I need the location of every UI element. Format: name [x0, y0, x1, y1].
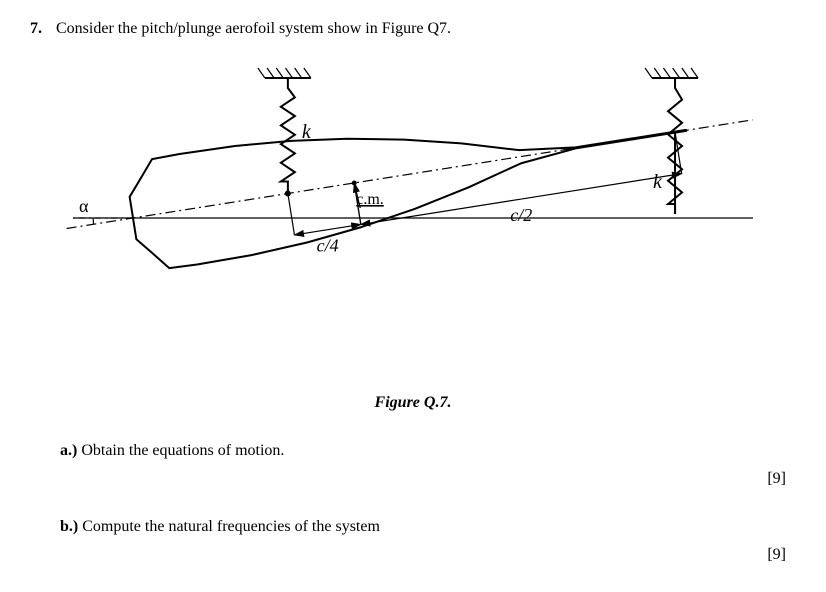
- svg-text:c/4: c/4: [317, 236, 339, 256]
- figure-q7: k k c.m. α c/4 c/2 Figure Q.7.: [30, 48, 796, 412]
- question-number: 7.: [30, 20, 42, 38]
- marks-b: [9]: [30, 546, 786, 564]
- subquestion-label: a.): [60, 442, 77, 459]
- subquestion-a: a.) Obtain the equations of motion.: [60, 442, 796, 460]
- svg-text:k: k: [653, 171, 663, 193]
- figure-caption: Figure Q.7.: [30, 394, 796, 412]
- subquestion-text: Obtain the equations of motion.: [81, 442, 284, 459]
- aerofoil-diagram: k k c.m. α c/4 c/2: [63, 48, 763, 388]
- question-prompt: Consider the pitch/plunge aerofoil syste…: [56, 20, 451, 38]
- svg-text:α: α: [79, 196, 89, 216]
- subquestion-text: Compute the natural frequencies of the s…: [82, 518, 380, 535]
- question-header: 7. Consider the pitch/plunge aerofoil sy…: [30, 20, 796, 38]
- svg-text:k: k: [302, 121, 312, 143]
- marks-a: [9]: [30, 470, 786, 488]
- svg-text:c/2: c/2: [510, 205, 532, 225]
- svg-text:c.m.: c.m.: [356, 191, 384, 208]
- subquestion-b: b.) Compute the natural frequencies of t…: [60, 518, 796, 536]
- subquestion-label: b.): [60, 518, 78, 535]
